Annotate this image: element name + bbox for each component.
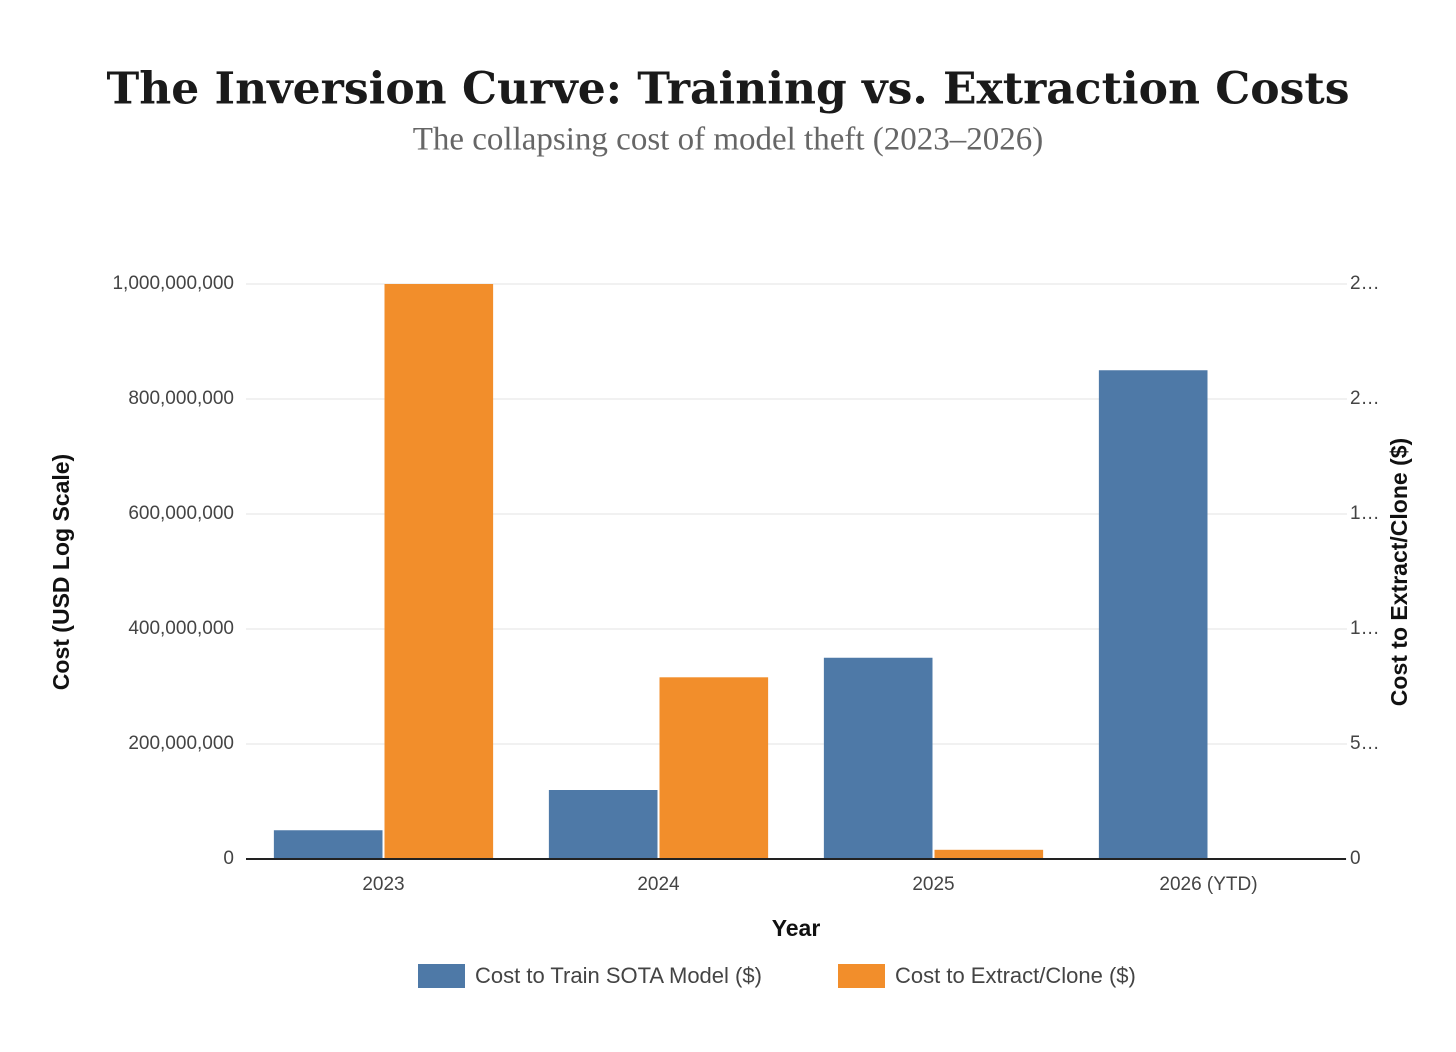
x-tick-label: 2026 (YTD) [1159,874,1257,895]
x-tick-label: 2025 [912,874,954,895]
y2-tick-label: 2… [1350,388,1380,409]
y2-tick-label: 5… [1350,733,1380,754]
chart-subtitle: The collapsing cost of model theft (2023… [413,122,1044,158]
x-axis-title: Year [772,915,821,941]
y2-tick-label: 1… [1350,618,1380,639]
bar [659,677,769,859]
bar [934,849,1044,859]
y-tick-label: 200,000,000 [128,733,234,754]
y-tick-label: 0 [223,848,234,869]
y2-tick-label: 1… [1350,503,1380,524]
y2-axis-title: Cost to Extract/Clone ($) [1386,438,1412,706]
legend-label: Cost to Extract/Clone ($) [895,963,1136,988]
bar [384,284,494,859]
chart-title: The Inversion Curve: Training vs. Extrac… [106,64,1349,115]
x-tick-label: 2024 [637,874,680,895]
y-tick-label: 600,000,000 [128,503,234,524]
y2-tick-label: 0 [1350,848,1361,869]
legend-label: Cost to Train SOTA Model ($) [475,963,762,988]
y-axis-title: Cost (USD Log Scale) [48,454,74,690]
bar [273,830,383,859]
y-tick-label: 800,000,000 [128,388,234,409]
x-tick-label: 2023 [362,874,404,895]
bar [548,790,658,859]
y-tick-label: 1,000,000,000 [112,273,234,294]
legend-swatch [838,964,885,988]
y-tick-label: 400,000,000 [128,618,234,639]
y2-tick-label: 2… [1350,273,1380,294]
bar [823,657,933,859]
legend-swatch [418,964,465,988]
bar [1098,370,1208,859]
